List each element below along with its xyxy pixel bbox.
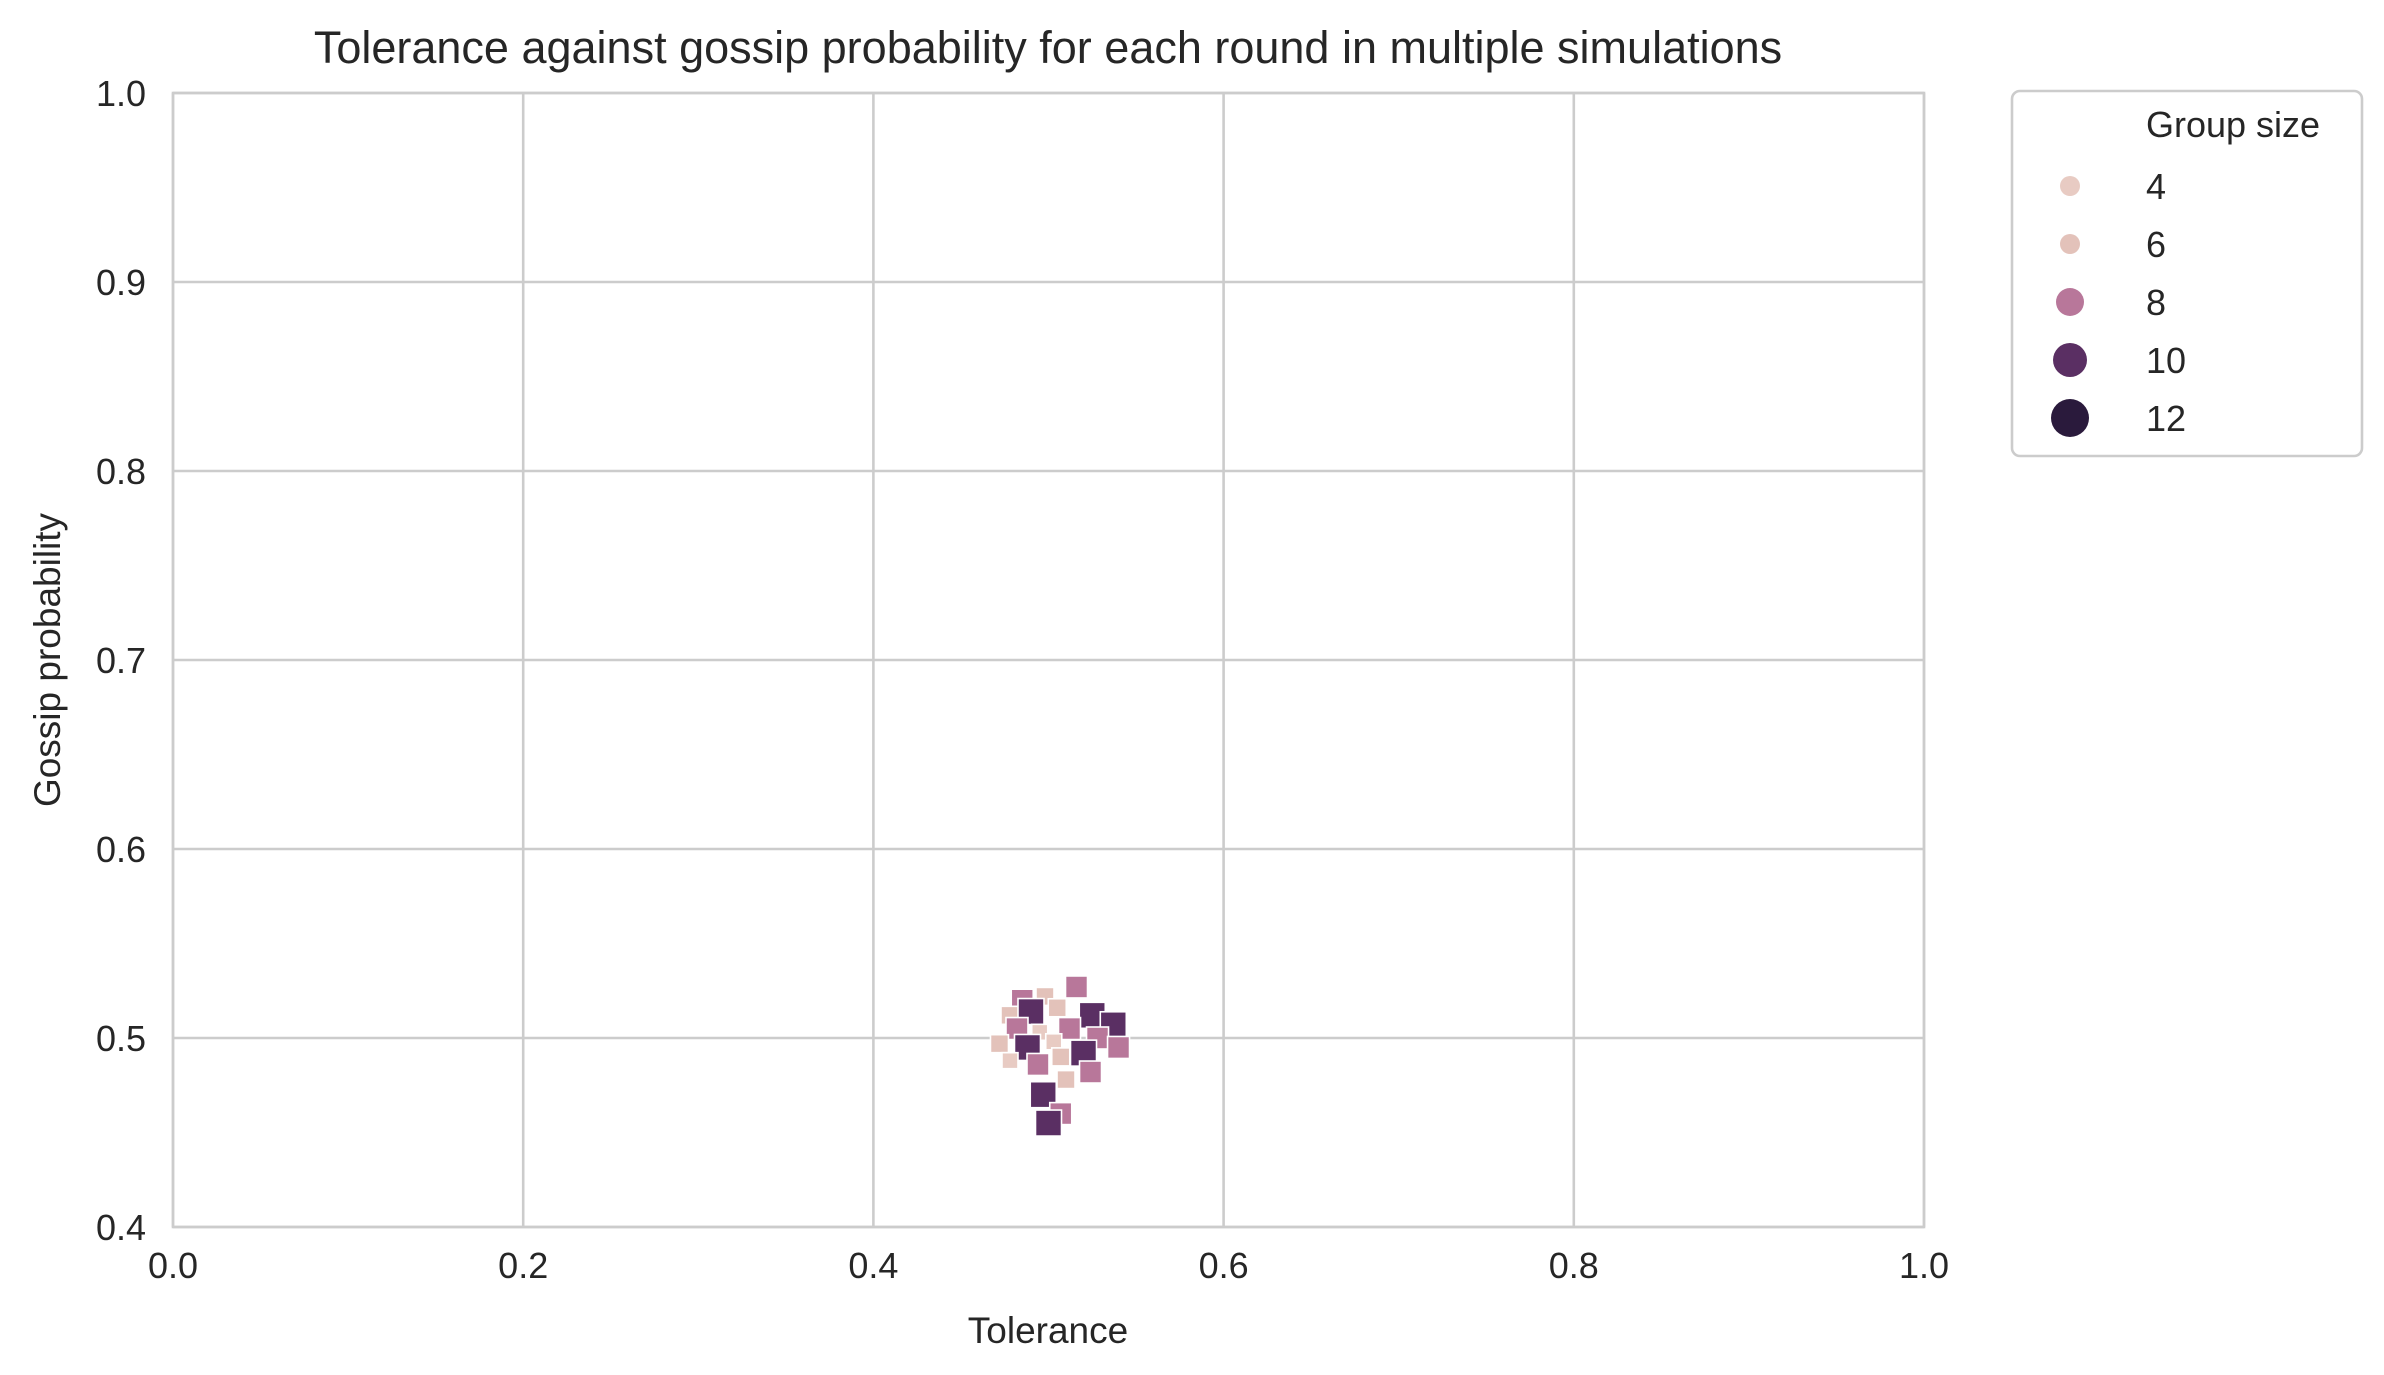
x-axis-label: Tolerance <box>968 1310 1128 1351</box>
legend-marker <box>2060 176 2080 196</box>
legend: Group size 4 6 8 10 12 <box>2010 89 2364 458</box>
y-tick-label: 0.8 <box>96 451 146 492</box>
y-axis-label: Gossip probability <box>27 512 68 807</box>
data-point <box>1064 975 1089 999</box>
legend-label: 8 <box>2146 282 2166 323</box>
x-tick-label: 0.0 <box>148 1245 198 1286</box>
data-point <box>1050 1047 1071 1067</box>
legend-entry: 10 <box>2053 340 2186 381</box>
legend-entries: 4 6 8 10 12 <box>2051 166 2186 439</box>
data-point <box>1001 1051 1019 1070</box>
data-points <box>989 975 1131 1137</box>
y-tick-label: 0.4 <box>96 1207 146 1248</box>
chart-title: Tolerance against gossip probability for… <box>314 22 1782 73</box>
legend-label: 6 <box>2146 224 2166 265</box>
legend-label: 4 <box>2146 166 2166 207</box>
data-point <box>1034 1109 1063 1137</box>
y-tick-label: 0.7 <box>96 640 146 681</box>
legend-marker <box>2056 288 2084 316</box>
legend-label: 10 <box>2146 340 2186 381</box>
data-point <box>1047 997 1068 1018</box>
legend-title: Group size <box>2146 104 2320 145</box>
data-point <box>1057 1016 1082 1041</box>
legend-box <box>2010 89 2364 458</box>
legend-marker <box>2060 234 2080 254</box>
x-tick-label: 1.0 <box>1899 1245 1949 1286</box>
tick-labels: 0.0 0.2 0.4 0.6 0.8 1.0 0.4 0.5 0.6 0.7 0.8 0.9 1.0 <box>96 73 1949 1286</box>
data-point <box>1056 1069 1076 1090</box>
y-tick-label: 1.0 <box>96 73 146 114</box>
y-tick-label: 0.6 <box>96 829 146 870</box>
x-tick-label: 0.6 <box>1199 1245 1249 1286</box>
legend-entry: 4 <box>2060 166 2166 207</box>
legend-marker <box>2051 399 2089 437</box>
data-point <box>989 1033 1010 1054</box>
x-tick-label: 0.4 <box>848 1245 898 1286</box>
x-tick-label: 0.8 <box>1549 1245 1599 1286</box>
y-tick-label: 0.5 <box>96 1018 146 1059</box>
plot-area <box>171 91 1926 1229</box>
data-point <box>1078 1060 1103 1084</box>
x-tick-label: 0.2 <box>498 1245 548 1286</box>
legend-entry: 8 <box>2056 282 2166 323</box>
legend-label: 12 <box>2146 398 2186 439</box>
legend-entry: 12 <box>2051 398 2186 439</box>
y-tick-label: 0.9 <box>96 262 146 303</box>
legend-marker <box>2053 343 2087 377</box>
data-point <box>1106 1035 1131 1060</box>
data-point <box>1026 1052 1050 1077</box>
legend-entry: 6 <box>2060 224 2166 265</box>
